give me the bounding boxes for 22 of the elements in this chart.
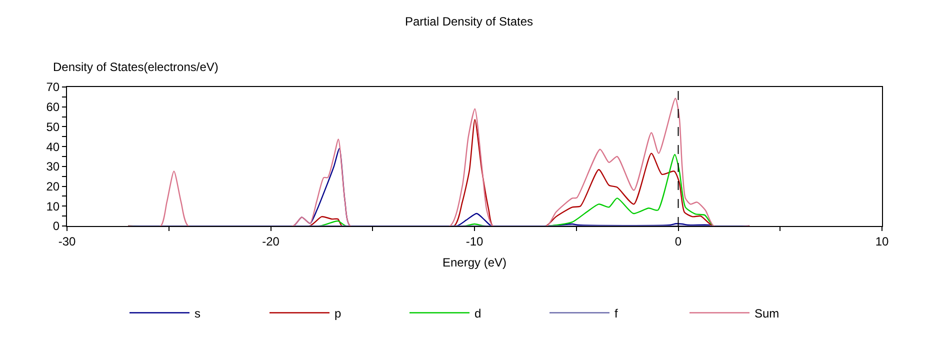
y-tick-label: 20 — [46, 179, 60, 194]
legend-label: s — [194, 306, 200, 320]
y-tick-label: 30 — [46, 160, 60, 174]
x-tick-label: 0 — [674, 234, 682, 248]
x-axis-title: Energy (eV) — [442, 255, 507, 270]
chart-title: Partial Density of States — [404, 14, 534, 28]
x-tick-label: 10 — [875, 234, 889, 248]
y-tick-label: 10 — [46, 199, 60, 214]
y-axis-title: Density of States(electrons/eV) — [53, 60, 218, 74]
x-tick-label: -20 — [262, 234, 280, 248]
legend-label: Sum — [754, 306, 780, 320]
y-tick-label: 60 — [46, 100, 60, 114]
y-tick-label: 0 — [52, 219, 60, 234]
y-tick-label: 40 — [46, 140, 60, 154]
y-tick-label: 70 — [46, 80, 60, 94]
legend-label: d — [474, 306, 482, 320]
x-tick-label: -10 — [466, 234, 484, 248]
x-tick-label: -30 — [58, 234, 76, 248]
legend-label: f — [614, 306, 618, 320]
y-tick-label: 50 — [46, 120, 60, 134]
legend-label: p — [334, 306, 342, 320]
line-series — [128, 98, 750, 226]
